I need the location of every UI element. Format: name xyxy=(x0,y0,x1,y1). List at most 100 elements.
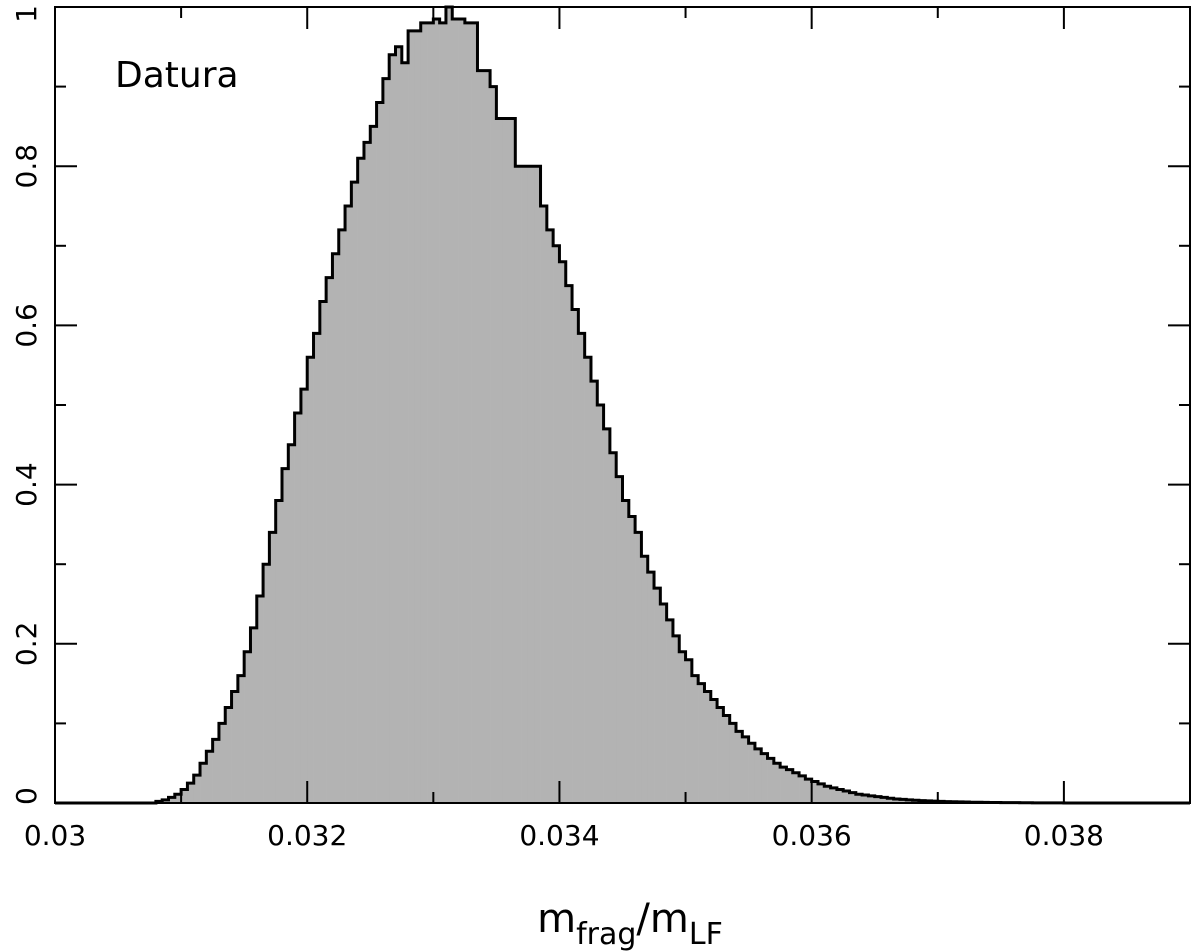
bar xyxy=(691,675,699,803)
bar xyxy=(458,18,466,803)
bar xyxy=(799,775,806,803)
bar xyxy=(225,707,232,803)
y-tick-label: 0 xyxy=(10,787,43,805)
bar xyxy=(717,707,724,803)
bar xyxy=(401,62,409,804)
x-tick-label: 0.03 xyxy=(24,819,86,852)
bar xyxy=(376,102,384,803)
bar xyxy=(862,795,869,803)
x-axis-label: mfrag/mLF xyxy=(537,896,723,951)
x-label-part: m xyxy=(650,896,689,942)
bar xyxy=(250,627,258,803)
bar xyxy=(483,70,491,804)
bar xyxy=(647,572,655,803)
x-tick-label: 0.034 xyxy=(519,819,599,852)
bar xyxy=(899,799,907,803)
bar xyxy=(742,736,749,803)
y-tick-label: 0.4 xyxy=(10,462,43,507)
bar xyxy=(244,651,251,803)
bar xyxy=(313,333,321,803)
y-tick-label: 1 xyxy=(10,5,43,23)
bar xyxy=(515,166,522,803)
bar xyxy=(269,532,276,803)
x-label-part: / xyxy=(636,896,650,942)
bar xyxy=(345,206,352,803)
bar xyxy=(445,7,453,803)
bar xyxy=(237,675,245,803)
bar xyxy=(193,775,201,803)
bar xyxy=(660,604,667,803)
bar xyxy=(906,799,913,803)
bar xyxy=(685,659,693,803)
bar xyxy=(332,253,340,803)
bar xyxy=(641,556,649,803)
bar xyxy=(218,723,226,803)
bar xyxy=(553,245,560,804)
bar xyxy=(729,723,737,803)
bar xyxy=(288,444,295,803)
bar xyxy=(521,166,529,803)
bar xyxy=(773,763,781,803)
bar xyxy=(294,412,302,803)
bar xyxy=(490,86,497,804)
bar xyxy=(811,781,819,803)
bar xyxy=(452,18,459,803)
bar xyxy=(635,532,642,803)
bar xyxy=(414,30,422,803)
bar xyxy=(584,357,592,803)
bar xyxy=(395,46,403,804)
bar xyxy=(767,758,775,803)
bar xyxy=(893,799,901,803)
bar xyxy=(546,229,554,803)
bar xyxy=(666,619,674,803)
bar xyxy=(300,389,308,803)
bar xyxy=(420,22,428,804)
bar xyxy=(231,691,239,803)
x-label-part: frag xyxy=(576,917,636,951)
bar xyxy=(881,797,888,803)
bar xyxy=(723,715,730,803)
bar xyxy=(565,285,573,804)
bar xyxy=(679,651,686,803)
bar xyxy=(849,792,857,803)
bar xyxy=(855,794,863,803)
histogram-bars xyxy=(55,5,1190,805)
bar xyxy=(628,516,636,803)
bar xyxy=(212,739,220,803)
bar xyxy=(597,405,604,803)
bar xyxy=(868,795,876,803)
bar xyxy=(471,22,478,804)
bar xyxy=(559,261,567,804)
bar xyxy=(275,500,283,803)
bar xyxy=(736,731,743,803)
bar xyxy=(319,301,327,803)
x-tick-label: 0.038 xyxy=(1024,819,1104,852)
bar xyxy=(496,118,503,803)
bar xyxy=(748,743,756,803)
bar xyxy=(609,452,617,803)
bar xyxy=(672,635,680,803)
bar xyxy=(439,22,447,804)
bar xyxy=(427,22,434,804)
bar xyxy=(603,428,611,803)
bar xyxy=(534,166,541,803)
bar xyxy=(282,468,289,803)
x-label-part: LF xyxy=(689,917,723,951)
bar xyxy=(786,769,794,803)
bar xyxy=(622,500,630,803)
bar xyxy=(754,748,762,803)
bar xyxy=(836,789,844,803)
bar xyxy=(200,763,207,803)
bar xyxy=(502,118,510,803)
bar xyxy=(370,126,377,803)
bar xyxy=(338,229,346,803)
bar xyxy=(698,683,705,803)
bar xyxy=(578,333,585,803)
bar xyxy=(363,142,371,803)
x-tick-label: 0.036 xyxy=(772,819,852,852)
bar xyxy=(887,798,894,803)
bar xyxy=(817,783,825,803)
bar xyxy=(710,699,718,803)
bar xyxy=(174,794,182,803)
